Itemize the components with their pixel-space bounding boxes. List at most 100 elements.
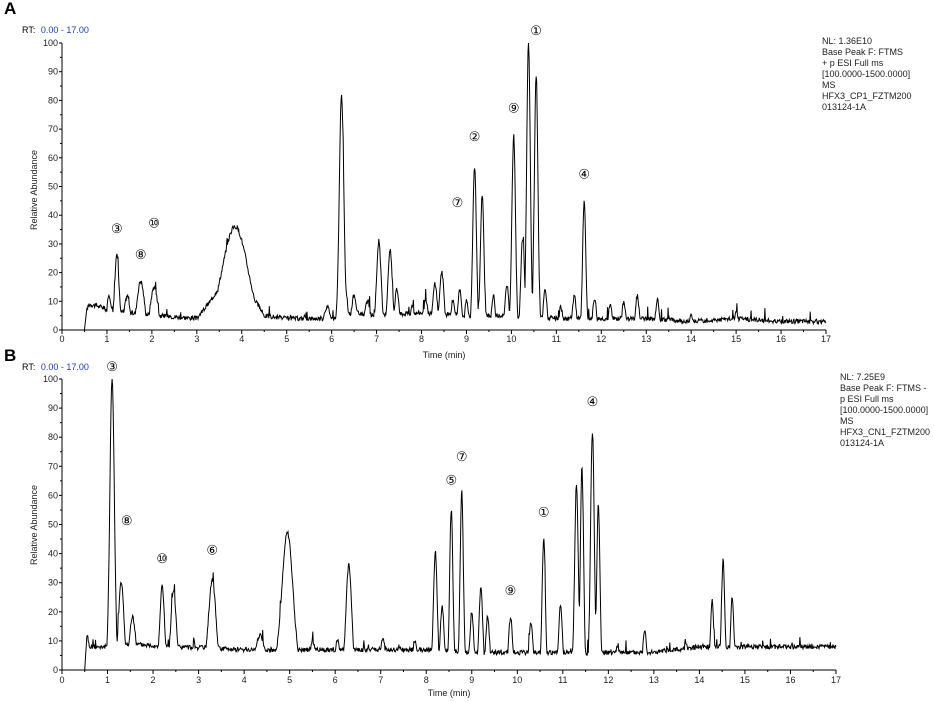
x-tick-label: 17 (831, 675, 841, 685)
peak-annotation: ⑦ (452, 196, 464, 211)
x-tick-label: 10 (512, 675, 522, 685)
peak-annotation-label: ③ (111, 222, 123, 237)
y-tick-label: 100 (43, 374, 58, 384)
peak-annotation-label: ⑨ (508, 101, 520, 116)
x-tick-label: 8 (419, 334, 424, 344)
panel-a-y-ticks: 0 10 20 30 40 50 60 70 80 90 100 (43, 38, 62, 335)
peak-annotation-label: ③ (106, 360, 118, 375)
x-tick-label: 6 (329, 334, 334, 344)
peak-annotation: ⑤ (445, 473, 457, 488)
x-tick-label: 7 (374, 334, 379, 344)
y-tick-label: 70 (48, 124, 58, 134)
peak-annotation: ④ (578, 168, 590, 183)
panel-b-letter: B (4, 346, 16, 365)
y-tick-label: 50 (48, 182, 58, 192)
peak-annotation-label: ⑩ (156, 552, 168, 567)
x-tick-label: 1 (104, 334, 109, 344)
peak-annotation-label: ⑦ (456, 450, 468, 465)
y-tick-label: 30 (48, 239, 58, 249)
x-tick-label: 14 (686, 334, 696, 344)
x-tick-label: 4 (239, 334, 244, 344)
y-tick-label: 80 (48, 95, 58, 105)
panel-a-letter: A (4, 0, 16, 18)
peak-annotation: ④ (587, 395, 599, 410)
info-line: 013124-1A (840, 438, 884, 448)
x-tick-label: 8 (424, 675, 429, 685)
y-tick-label: 90 (48, 403, 58, 413)
peak-annotation-label: ⑥ (206, 543, 218, 558)
peak-annotation: ⑧ (135, 248, 147, 263)
peak-annotation-label: ① (530, 24, 542, 39)
y-tick-label: 90 (48, 67, 58, 77)
peak-annotation: ② (469, 130, 481, 145)
peak-annotation: ⑦ (456, 450, 468, 465)
y-tick-label: 60 (48, 490, 58, 500)
y-tick-label: 40 (48, 210, 58, 220)
peak-annotation: ① (538, 506, 550, 521)
x-tick-label: 0 (59, 675, 64, 685)
x-tick-label: 16 (776, 334, 786, 344)
y-tick-label: 0 (53, 325, 58, 335)
peak-annotation: ⑨ (508, 101, 520, 116)
panel-b-trace (62, 378, 837, 671)
peak-annotation-label: ④ (587, 395, 599, 410)
info-line: 013124-1A (822, 102, 866, 112)
peak-annotation-label: ⑤ (445, 473, 457, 488)
x-tick-label: 3 (194, 334, 199, 344)
panel-b-rt-label: RT: (22, 362, 35, 372)
y-tick-label: 40 (48, 549, 58, 559)
peak-annotation: ⑨ (505, 584, 517, 599)
y-tick-label: 20 (48, 607, 58, 617)
info-line: [100.0000-1500.0000] (840, 405, 928, 415)
panel-a-rt-header: RT: 0.00 - 17.00 (22, 25, 89, 35)
peak-annotation-label: ⑧ (121, 514, 133, 529)
panel-b-x-ticks: 0 1 2 3 4 5 6 7 8 9 10 11 12 13 14 15 16 17 (59, 670, 841, 685)
peak-annotation-label: ⑦ (452, 196, 464, 211)
peak-annotation: ③ (111, 222, 123, 237)
x-tick-label: 2 (149, 334, 154, 344)
peak-annotation: ⑩ (148, 216, 160, 231)
x-tick-label: 10 (506, 334, 516, 344)
panel-a-rt-range: 0.00 - 17.00 (41, 25, 89, 35)
peak-annotation: ⑥ (206, 543, 218, 558)
x-tick-label: 12 (596, 334, 606, 344)
y-tick-label: 10 (48, 296, 58, 306)
x-tick-label: 7 (378, 675, 383, 685)
panel-b-y-ticks: 0 10 20 30 40 50 60 70 80 90 100 (43, 374, 62, 675)
panel-a-trace (62, 42, 827, 331)
peak-annotation: ⑩ (156, 552, 168, 567)
x-tick-label: 3 (196, 675, 201, 685)
panel-b: B RT: 0.00 - 17.00 Relative Abundance 01… (4, 346, 930, 698)
info-line: p ESI Full ms (840, 394, 894, 404)
panel-a: A RT: 0.00 - 17.00 Relative Abundance 01… (4, 0, 912, 360)
info-line: [100.0000-1500.0000] (822, 69, 910, 79)
y-tick-label: 100 (43, 38, 58, 48)
x-tick-label: 5 (287, 675, 292, 685)
y-tick-label: 10 (48, 636, 58, 646)
x-tick-label: 9 (464, 334, 469, 344)
x-tick-label: 1 (105, 675, 110, 685)
panel-a-x-ticks: 0 1 2 3 4 5 6 7 8 9 10 11 12 13 14 15 16 17 (59, 330, 831, 344)
peak-annotation-label: ④ (578, 168, 590, 183)
peak-annotation: ③ (106, 360, 118, 375)
info-line: HFX3_CN1_FZTM200 (840, 427, 930, 437)
panel-a-xlabel: Time (min) (423, 350, 466, 360)
x-tick-label: 11 (558, 675, 567, 685)
y-tick-label: 70 (48, 461, 58, 471)
x-tick-label: 5 (284, 334, 289, 344)
info-line: MS (822, 80, 836, 90)
peak-annotation-label: ② (469, 130, 481, 145)
x-tick-label: 11 (552, 334, 561, 344)
info-line: MS (840, 416, 854, 426)
y-tick-label: 50 (48, 520, 58, 530)
x-tick-label: 13 (641, 334, 651, 344)
peak-annotation: ① (530, 24, 542, 39)
info-line: + p ESI Full ms (822, 58, 884, 68)
panel-a-annotations: ① ② ③ ④ ⑦ ⑧ ⑨ ⑩ (111, 24, 590, 263)
y-tick-label: 30 (48, 578, 58, 588)
x-tick-label: 14 (694, 675, 704, 685)
peak-annotation-label: ⑩ (148, 216, 160, 231)
